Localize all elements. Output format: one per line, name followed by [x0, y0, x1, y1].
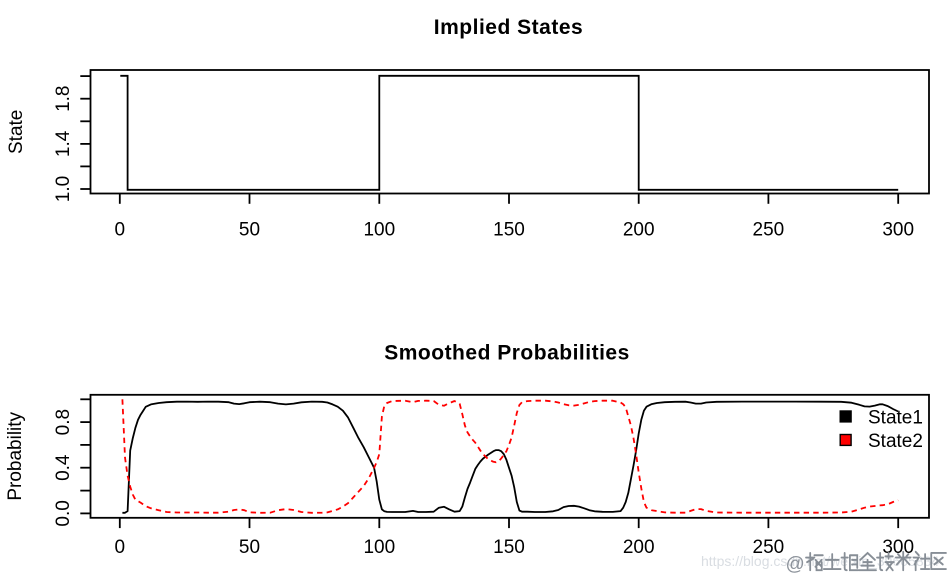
svg-text:50: 50: [239, 537, 260, 558]
svg-text:0: 0: [115, 537, 126, 558]
svg-text:@: @: [786, 554, 805, 575]
svg-text:100: 100: [363, 220, 395, 241]
svg-text:State2: State2: [868, 431, 923, 452]
svg-text:Smoothed Probabilities: Smoothed Probabilities: [384, 342, 630, 365]
svg-text:1.4: 1.4: [53, 130, 74, 157]
svg-text:250: 250: [753, 537, 785, 558]
svg-text:Probability: Probability: [5, 411, 26, 500]
svg-text:Implied States: Implied States: [434, 16, 583, 39]
svg-text:State1: State1: [868, 408, 923, 429]
svg-text:200: 200: [623, 537, 655, 558]
svg-text:300: 300: [882, 537, 914, 558]
svg-text:150: 150: [493, 537, 525, 558]
svg-text:200: 200: [623, 220, 655, 241]
svg-text:300: 300: [882, 220, 914, 241]
svg-text:150: 150: [493, 220, 525, 241]
svg-text:1.8: 1.8: [53, 85, 74, 111]
svg-text:0.4: 0.4: [53, 454, 74, 481]
svg-text:0: 0: [115, 220, 126, 241]
svg-text:50: 50: [239, 220, 260, 241]
svg-text:0.8: 0.8: [53, 409, 74, 435]
svg-text:State: State: [6, 110, 27, 154]
svg-text:250: 250: [753, 220, 785, 241]
svg-text:0.0: 0.0: [53, 500, 74, 526]
svg-text:1.0: 1.0: [53, 176, 74, 202]
svg-text:100: 100: [363, 537, 395, 558]
